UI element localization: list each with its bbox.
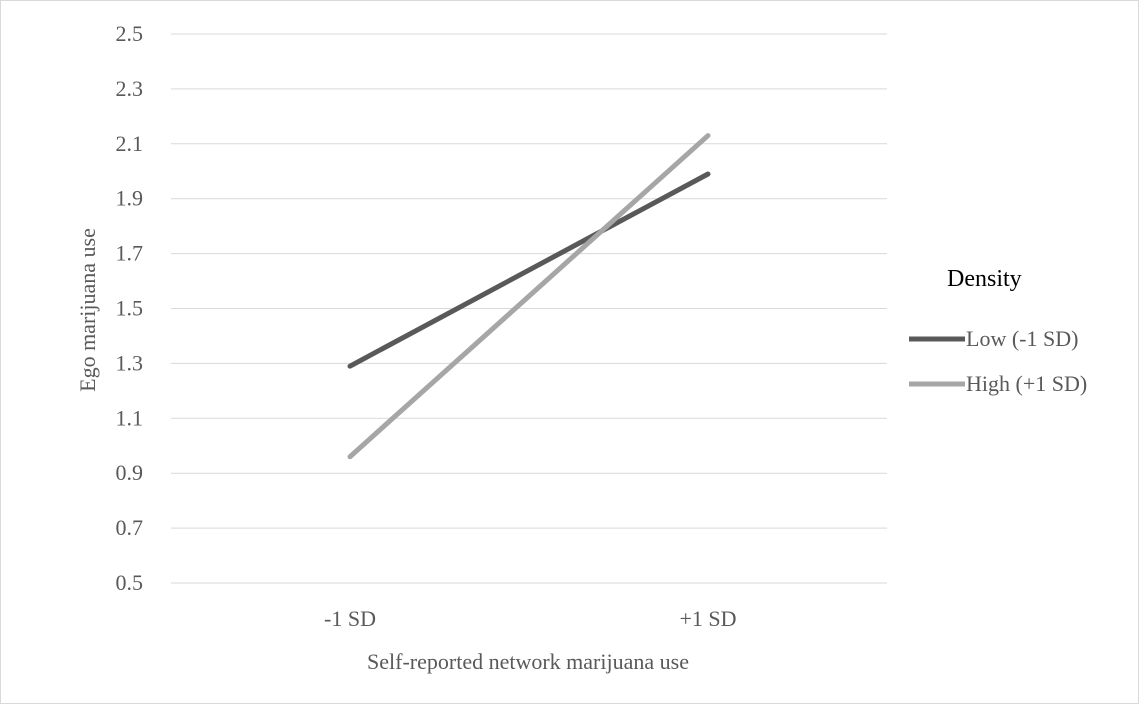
legend-items: Low (-1 SD) High (+1 SD): [909, 326, 1087, 396]
series-lines: [347, 133, 711, 460]
x-tick-label: -1 SD: [324, 606, 376, 631]
y-tick-label: 1.7: [116, 241, 144, 266]
legend: Density Low (-1 SD) High (+1 SD): [909, 266, 1087, 396]
legend-label: Low (-1 SD): [966, 326, 1078, 351]
y-tick-label: 1.1: [116, 405, 144, 430]
gridlines: [171, 33, 887, 584]
y-tick-label: 1.5: [116, 296, 144, 321]
x-axis-ticks: -1 SD +1 SD: [324, 606, 736, 631]
legend-label: High (+1 SD): [966, 371, 1087, 396]
y-tick-label: 0.5: [116, 570, 144, 595]
y-tick-label: 2.3: [116, 76, 144, 101]
y-tick-label: 1.3: [116, 350, 144, 375]
y-tick-label: 0.9: [116, 460, 144, 485]
x-axis-title: Self-reported network marijuana use: [367, 649, 689, 674]
y-tick-label: 0.7: [116, 515, 144, 540]
x-tick-label: +1 SD: [679, 606, 736, 631]
y-tick-label: 1.9: [116, 186, 144, 211]
series-line-low: [347, 171, 711, 369]
y-tick-label: 2.1: [116, 131, 144, 156]
y-tick-label: 2.5: [116, 21, 144, 46]
series-line-high: [347, 133, 711, 460]
y-axis-title: Ego marijuana use: [75, 228, 100, 392]
y-axis-ticks: 0.5 0.7 0.9 1.1 1.3 1.5 1.7 1.9 2.1 2.3 2.5: [116, 21, 144, 595]
legend-title: Density: [947, 266, 1022, 292]
